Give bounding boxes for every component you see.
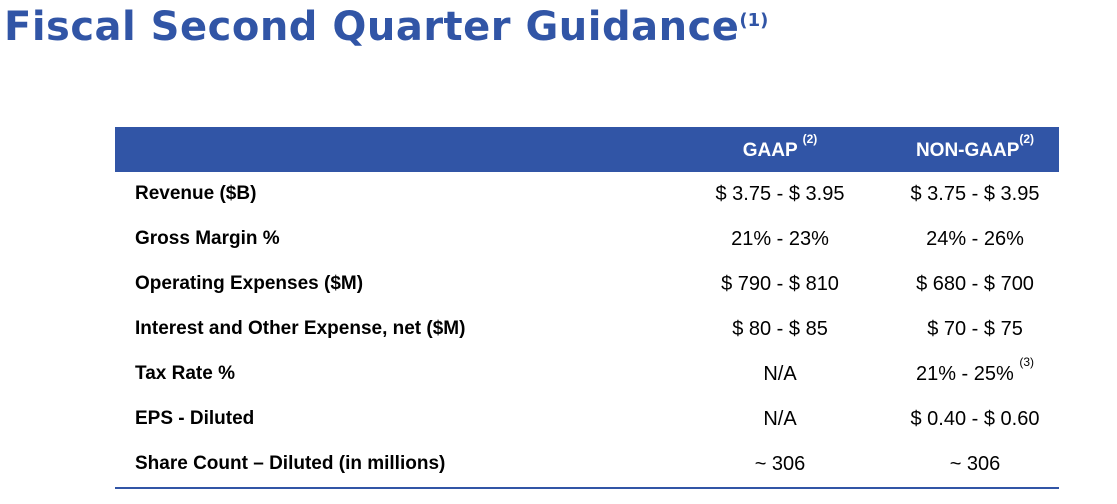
nongaap-value: $ 0.40 - $ 0.60 <box>885 397 1065 441</box>
gaap-value: N/A <box>763 408 797 430</box>
nongaap-value-text: ~ 306 <box>949 453 1001 475</box>
table-row: Interest and Other Expense, net ($M) $ 8… <box>115 307 1059 352</box>
table-row: Share Count – Diluted (in millions) ~ 30… <box>115 442 1059 487</box>
gaap-value: N/A <box>763 363 797 385</box>
header-gaap-label: GAAP <box>742 140 798 161</box>
row-label: Interest and Other Expense, net ($M) <box>135 318 466 339</box>
gaap-value: $ 790 - $ 810 <box>721 273 839 295</box>
title-footnote: (1) <box>739 10 769 31</box>
row-label: Operating Expenses ($M) <box>135 273 364 294</box>
page-title-text: Fiscal Second Quarter Guidance <box>4 4 740 50</box>
header-nongaap: NON-GAAP(2) <box>885 127 1065 172</box>
table-row: EPS - Diluted N/A $ 0.40 - $ 0.60 <box>115 397 1059 442</box>
header-nongaap-label: NON-GAAP <box>915 140 1020 161</box>
nongaap-value-text: $ 680 - $ 700 <box>916 273 1034 295</box>
table-header-row: GAAP (2) NON-GAAP(2) <box>115 127 1059 172</box>
table-bottom-rule <box>115 487 1059 489</box>
nongaap-value-text: 24% - 26% <box>926 228 1024 250</box>
header-nongaap-note: (2) <box>1019 132 1035 146</box>
table-row: Gross Margin % 21% - 23% 24% - 26% <box>115 217 1059 262</box>
guidance-table: GAAP (2) NON-GAAP(2) Revenue ($B) $ 3.75… <box>115 127 1059 489</box>
gaap-value: 21% - 23% <box>731 228 829 250</box>
row-label: Gross Margin % <box>135 228 280 249</box>
row-label: Tax Rate % <box>135 363 235 384</box>
nongaap-value: $ 3.75 - $ 3.95 <box>885 172 1065 216</box>
gaap-value: $ 3.75 - $ 3.95 <box>715 183 845 205</box>
nongaap-value: ~ 306 <box>885 442 1065 486</box>
nongaap-value-text: 21% - 25% <box>915 363 1014 385</box>
nongaap-value-text: $ 0.40 - $ 0.60 <box>910 408 1040 430</box>
nongaap-value-note: (3) <box>1019 355 1035 369</box>
table-row: Tax Rate % N/A 21% - 25% (3) <box>115 352 1059 397</box>
gaap-value: $ 80 - $ 85 <box>732 318 828 340</box>
nongaap-value-text: $ 70 - $ 75 <box>927 318 1023 340</box>
nongaap-value-text: $ 3.75 - $ 3.95 <box>910 183 1040 205</box>
table-row: Operating Expenses ($M) $ 790 - $ 810 $ … <box>115 262 1059 307</box>
row-label: EPS - Diluted <box>135 408 255 429</box>
nongaap-value: $ 680 - $ 700 <box>885 262 1065 306</box>
header-gaap: GAAP (2) <box>700 127 860 172</box>
header-gaap-note: (2) <box>802 132 818 146</box>
nongaap-value: 21% - 25% (3) <box>885 352 1065 396</box>
table-row: Revenue ($B) $ 3.75 - $ 3.95 $ 3.75 - $ … <box>115 172 1059 217</box>
page-title: Fiscal Second Quarter Guidance(1) <box>4 2 768 52</box>
nongaap-value: $ 70 - $ 75 <box>885 307 1065 351</box>
row-label: Share Count – Diluted (in millions) <box>135 453 446 474</box>
row-label: Revenue ($B) <box>135 183 257 204</box>
gaap-value: ~ 306 <box>754 453 806 475</box>
nongaap-value: 24% - 26% <box>885 217 1065 261</box>
